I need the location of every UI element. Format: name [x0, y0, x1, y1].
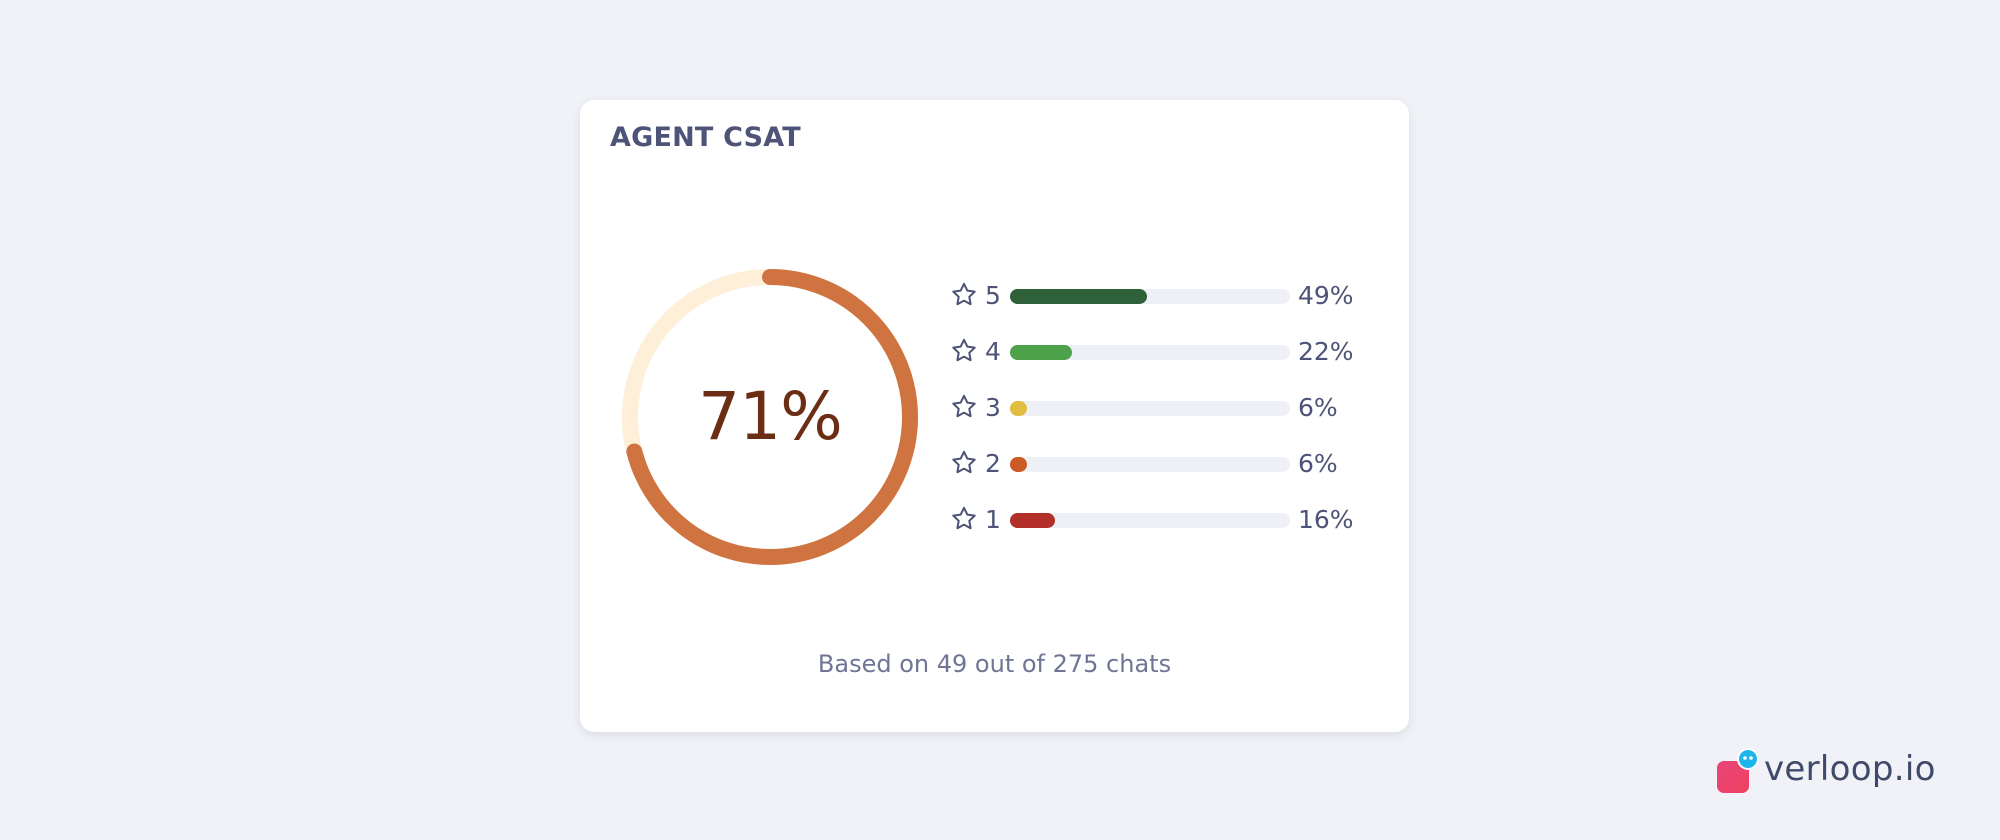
- rating-stars-label: 5: [985, 281, 1001, 310]
- star-outline-icon: [952, 338, 976, 362]
- brand-name: verloop.io: [1764, 749, 1936, 789]
- rating-stars-label: 2: [985, 449, 1001, 478]
- rating-stars-label: 3: [985, 393, 1001, 422]
- csat-donut-chart: 71%: [620, 267, 920, 567]
- rating-stars-label: 4: [985, 337, 1001, 366]
- donut-progress-arc: [622, 269, 918, 565]
- rating-percent: 49%: [1298, 281, 1354, 310]
- star-outline-icon: [952, 282, 976, 306]
- rating-bar-fill: [1010, 345, 1072, 360]
- rating-bar-fill: [1010, 289, 1148, 304]
- csat-donut-svg: [622, 269, 918, 565]
- rating-bar-track: [1010, 401, 1290, 416]
- rating-row-3: 3 6%: [950, 390, 1370, 426]
- rating-bar-fill: [1010, 401, 1027, 416]
- rating-stars-label: 1: [985, 505, 1001, 534]
- star-outline-icon: [952, 394, 976, 418]
- verloop-logo-icon: [1717, 748, 1758, 793]
- csat-score-value: 71%: [698, 378, 843, 455]
- rating-percent: 16%: [1298, 505, 1354, 534]
- rating-bar-track: [1010, 289, 1290, 304]
- rating-percent: 22%: [1298, 337, 1354, 366]
- rating-percent: 6%: [1298, 449, 1338, 478]
- rating-bar-track: [1010, 513, 1290, 528]
- rating-percent: 6%: [1298, 393, 1338, 422]
- rating-bar-fill: [1010, 513, 1055, 528]
- verloop-brand: verloop.io: [1716, 745, 1946, 795]
- card-title: AGENT CSAT: [610, 122, 801, 153]
- rating-row-4: 4 22%: [950, 334, 1370, 370]
- rating-bar-track: [1010, 457, 1290, 472]
- based-on-chats-text: Based on 49 out of 275 chats: [817, 650, 1172, 678]
- rating-row-1: 1 16%: [950, 502, 1370, 538]
- rating-bar-track: [1010, 345, 1290, 360]
- rating-row-2: 2 6%: [950, 446, 1370, 482]
- rating-bar-fill: [1010, 457, 1027, 472]
- rating-row-5: 5 49%: [950, 278, 1370, 314]
- star-outline-icon: [952, 450, 976, 474]
- star-outline-icon: [952, 506, 976, 530]
- agent-csat-card: AGENT CSAT 71% 5 49% 4 22% 3 6% 2 6% 1 16% Based …: [580, 100, 1409, 732]
